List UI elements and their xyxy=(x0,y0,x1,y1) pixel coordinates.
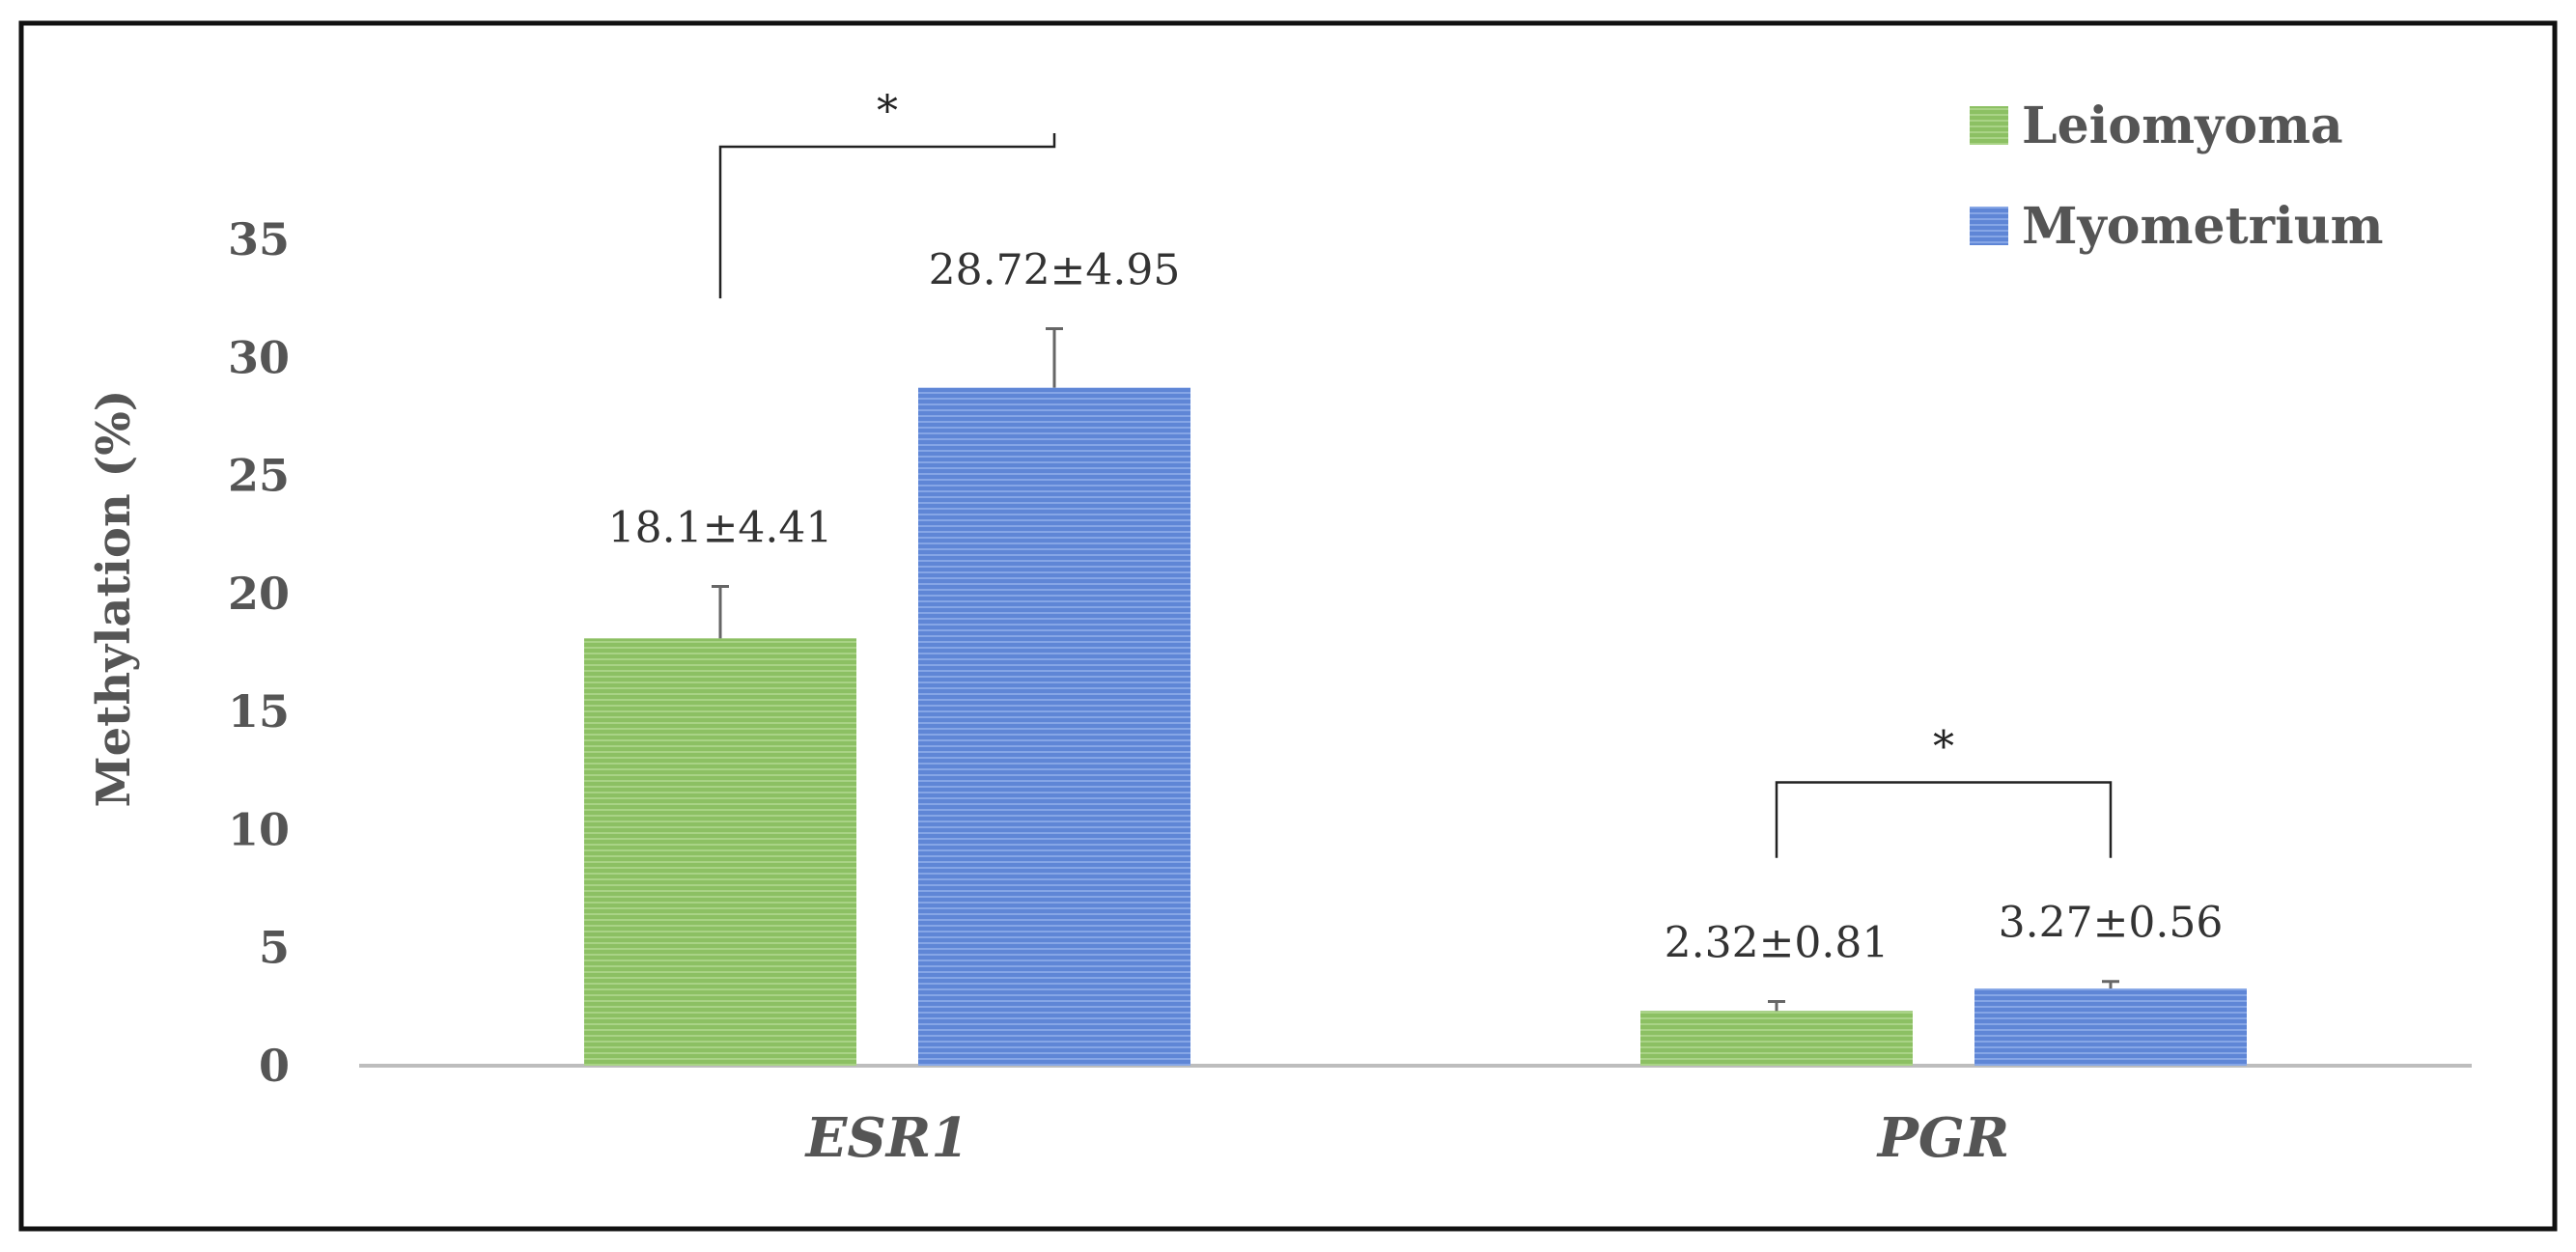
significance-marker: * xyxy=(1933,723,1954,772)
bar xyxy=(918,387,1190,1067)
y-tick-label: 30 xyxy=(228,331,290,383)
y-tick-label: 10 xyxy=(228,803,290,855)
legend-swatch xyxy=(1970,207,2008,245)
y-tick-label: 0 xyxy=(259,1040,290,1092)
y-tick-label: 35 xyxy=(228,213,290,265)
bar xyxy=(1640,1011,1913,1066)
y-tick-label: 20 xyxy=(228,568,290,620)
significance-bracket xyxy=(718,132,1056,299)
significance-bracket xyxy=(1775,781,2113,858)
data-label: 28.72±4.95 xyxy=(929,245,1181,294)
bar xyxy=(584,638,856,1066)
y-tick-label: 5 xyxy=(259,922,290,974)
category-label: PGR xyxy=(1876,1106,2009,1170)
legend-label: Myometrium xyxy=(2022,197,2384,256)
bar xyxy=(1974,988,2247,1066)
y-tick-label: 15 xyxy=(228,685,290,737)
data-label: 3.27±0.56 xyxy=(1999,899,2224,948)
data-label: 18.1±4.41 xyxy=(608,504,833,553)
y-axis-label: Methylation (%) xyxy=(87,389,141,807)
legend-label: Leiomyoma xyxy=(2022,97,2343,155)
significance-marker: * xyxy=(877,87,898,136)
category-label: ESR1 xyxy=(804,1106,969,1170)
data-label: 2.32±0.81 xyxy=(1665,918,1890,967)
y-tick-label: 25 xyxy=(228,450,290,502)
legend-swatch xyxy=(1970,106,2008,145)
